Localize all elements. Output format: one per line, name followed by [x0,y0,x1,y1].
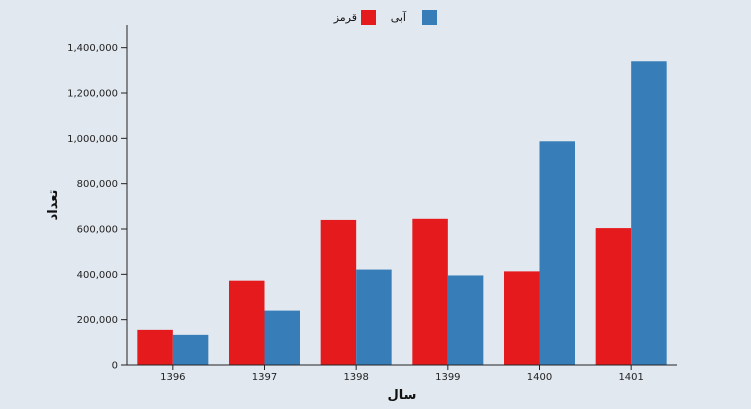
y-tick-label: 400,000 [77,270,118,281]
x-tick-label: 1401 [618,372,643,383]
bar-1401-series-2 [631,61,667,366]
x-tick-label: 1399 [435,372,460,383]
y-tick-label: 0 [112,361,118,372]
bar-1397-series-2 [264,310,300,365]
bar-1396-series-1 [137,329,173,365]
legend-label-series-1: قرمز [333,11,357,24]
bar-1400-series-1 [504,271,540,365]
y-axis-title: تعداد [46,190,61,221]
plot-area: 0 200,000 400,000 600,000 800,000 1,000,000 1,… [67,25,677,383]
x-tick-label: 1398 [343,372,368,383]
bar-1396-series-2 [172,334,209,365]
legend-label-series-2: آبی [391,10,407,24]
bar-1398-series-1 [320,219,357,365]
bar-1400-series-2 [539,141,575,365]
x-axis-title: سال [388,388,417,403]
bar-1399-series-2 [447,275,484,365]
legend-swatch-series-2 [422,10,437,25]
bar-1398-series-2 [356,269,392,365]
y-axis-ticks: 0 200,000 400,000 600,000 800,000 1,000,000 1,… [67,43,127,372]
y-tick-label: 1,400,000 [67,43,118,54]
x-axis-ticks: 1396 1397 1398 1399 1400 1401 [160,365,644,383]
x-tick-label: 1400 [527,372,552,383]
y-tick-label: 1,200,000 [67,89,118,100]
y-tick-label: 1,000,000 [67,134,118,145]
legend: قرمز آبی [333,10,437,25]
bar-1401-series-1 [595,228,632,365]
y-tick-label: 200,000 [77,315,118,326]
x-tick-label: 1397 [252,372,277,383]
bar-1399-series-1 [412,218,448,365]
x-tick-label: 1396 [160,372,185,383]
y-tick-label: 800,000 [77,179,118,190]
bar-1397-series-1 [229,280,265,365]
legend-swatch-series-1 [361,10,376,25]
bars [137,61,667,366]
y-tick-label: 600,000 [77,225,118,236]
